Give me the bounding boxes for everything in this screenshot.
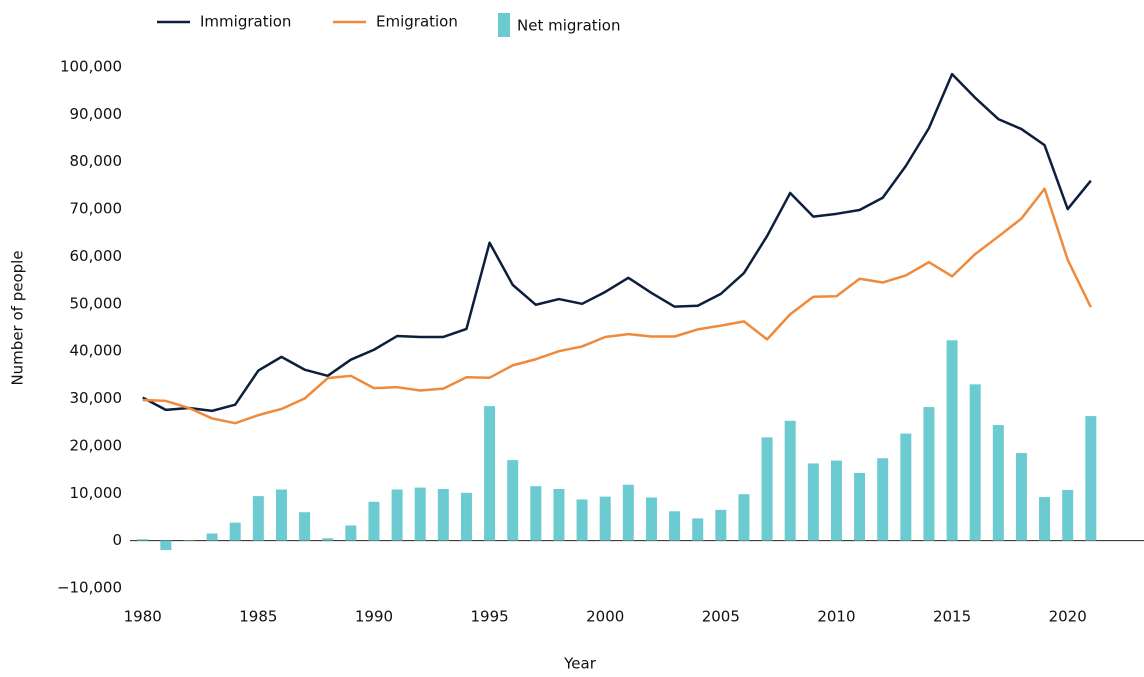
y-tick-label: 10,000 — [70, 484, 123, 502]
y-tick-label: 50,000 — [70, 294, 123, 312]
x-tick-label: 2020 — [1049, 608, 1087, 626]
bar — [761, 437, 773, 541]
bar — [877, 458, 889, 541]
bar — [299, 512, 311, 541]
legend-swatch — [498, 13, 510, 37]
bar — [830, 460, 842, 541]
x-tick-label: 1985 — [239, 608, 277, 626]
bar — [252, 496, 264, 541]
line — [142, 72, 1092, 413]
bar — [969, 384, 981, 541]
x-tick-label: 1990 — [355, 608, 393, 626]
bar — [854, 472, 866, 541]
bar — [183, 540, 195, 542]
bar — [437, 489, 449, 541]
legend-label: Emigration — [376, 13, 458, 31]
bar — [715, 509, 727, 541]
bar — [137, 539, 149, 541]
x-axis-label: Year — [563, 655, 597, 673]
legend-label: Net migration — [517, 17, 621, 35]
bar — [599, 496, 611, 541]
x-tick-label: 2005 — [702, 608, 740, 626]
y-tick-label: 40,000 — [70, 342, 123, 360]
bar — [784, 420, 796, 541]
x-tick-label: 1980 — [124, 608, 162, 626]
bar — [738, 494, 750, 541]
y-tick-label: 90,000 — [70, 105, 123, 123]
x-tick-label: 1995 — [470, 608, 508, 626]
bar — [692, 518, 704, 541]
bar — [229, 522, 241, 541]
bar — [553, 489, 565, 541]
bar — [206, 533, 218, 541]
line — [142, 187, 1092, 425]
bar — [530, 486, 542, 541]
bar — [1062, 489, 1074, 541]
bar — [275, 489, 287, 541]
y-tick-label: −10,000 — [57, 579, 122, 597]
bar — [946, 340, 958, 541]
bar — [484, 406, 496, 541]
x-tick-label: 2015 — [933, 608, 971, 626]
bar — [391, 489, 403, 541]
bar — [923, 407, 935, 541]
bar — [900, 433, 912, 541]
bar — [507, 460, 519, 541]
bar — [345, 525, 357, 541]
y-axis-label: Number of people — [9, 250, 27, 385]
bar — [622, 484, 634, 541]
bar — [1085, 416, 1097, 541]
bar — [576, 499, 588, 541]
y-tick-label: 60,000 — [70, 247, 123, 265]
bar — [992, 425, 1004, 541]
y-tick-label: 0 — [112, 531, 122, 549]
y-tick-label: 70,000 — [70, 200, 123, 218]
bar — [807, 463, 819, 541]
bar — [1039, 497, 1051, 541]
bar — [414, 487, 426, 541]
bar — [1015, 453, 1027, 541]
bar — [322, 538, 334, 541]
y-tick-label: 30,000 — [70, 389, 123, 407]
y-tick-label: 20,000 — [70, 436, 123, 454]
y-tick-label: 80,000 — [70, 152, 123, 170]
bar — [160, 540, 172, 551]
x-tick-label: 2000 — [586, 608, 624, 626]
bar — [368, 501, 380, 541]
bar — [669, 511, 681, 541]
bar — [645, 497, 657, 541]
legend-label: Immigration — [200, 13, 291, 31]
y-tick-label: 100,000 — [60, 58, 122, 76]
bar — [460, 492, 472, 541]
x-tick-label: 2010 — [817, 608, 855, 626]
